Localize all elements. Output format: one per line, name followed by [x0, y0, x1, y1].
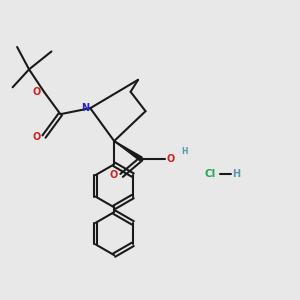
Text: H: H: [181, 147, 188, 156]
Text: H: H: [232, 169, 241, 179]
Text: Cl: Cl: [204, 169, 215, 179]
Text: O: O: [166, 154, 174, 164]
Text: O: O: [32, 132, 41, 142]
Text: O: O: [32, 87, 41, 97]
Polygon shape: [114, 141, 142, 161]
Text: O: O: [109, 170, 117, 180]
Text: N: N: [81, 103, 89, 113]
